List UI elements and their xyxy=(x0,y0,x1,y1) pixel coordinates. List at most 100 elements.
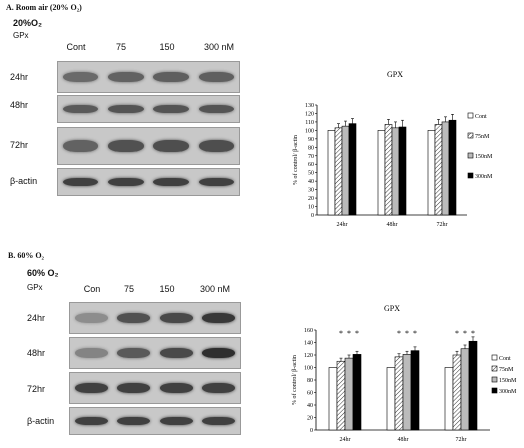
y-tick-label: 120 xyxy=(305,111,314,117)
significance-marker: * xyxy=(471,329,475,338)
blot-band xyxy=(108,177,144,187)
blot-band xyxy=(108,140,144,152)
blot-band xyxy=(117,383,151,393)
blot-band xyxy=(198,72,234,82)
blot-band xyxy=(74,313,108,323)
bar xyxy=(444,367,454,431)
blot-band xyxy=(74,348,108,358)
bar xyxy=(448,119,457,216)
lane-label: 75 xyxy=(115,42,126,52)
x-tick-label: 72hr xyxy=(437,222,448,228)
blot-strip xyxy=(57,95,240,123)
panel-b-condition: 60% O₂ xyxy=(27,268,59,278)
blot-band xyxy=(153,140,189,152)
legend-swatch xyxy=(467,112,474,119)
y-tick-label: 60 xyxy=(308,162,314,168)
legend-label: 150nM xyxy=(499,378,517,384)
legend-label: 75nM xyxy=(475,134,490,140)
blot-strip xyxy=(57,168,240,196)
bar xyxy=(334,127,343,216)
bar xyxy=(336,360,346,431)
blot-band xyxy=(159,416,193,426)
x-tick-label: 24hr xyxy=(337,222,348,228)
lane-label: 150 xyxy=(159,284,175,294)
blot-row-label: 48hr xyxy=(10,100,29,110)
x-tick-label: 48hr xyxy=(387,222,398,228)
blot-row-label: 48hr xyxy=(27,348,46,358)
y-tick-label: 130 xyxy=(305,103,314,109)
blot-row-label: 72hr xyxy=(27,384,46,394)
legend-swatch xyxy=(467,152,474,159)
y-tick-label: 90 xyxy=(308,137,314,143)
significance-marker: * xyxy=(405,329,409,338)
blot-band xyxy=(62,104,99,114)
panel-a-title: A. Room air (20% O₂) xyxy=(6,3,82,12)
y-tick-label: 140 xyxy=(304,341,313,347)
legend-label: 75nM xyxy=(499,367,514,373)
bar xyxy=(377,130,386,216)
blot-band xyxy=(62,177,99,187)
bar xyxy=(398,126,407,216)
blot-band xyxy=(74,383,108,393)
significance-marker: * xyxy=(413,329,417,338)
bar xyxy=(391,127,400,216)
bar xyxy=(427,130,436,216)
bar xyxy=(384,124,393,216)
lane-label: Cont xyxy=(66,42,86,52)
blot-row-label: β-actin xyxy=(10,176,38,186)
panel-b-title: B. 60% O₂ xyxy=(8,251,44,260)
bar xyxy=(327,130,336,216)
blot-row-label: β-actin xyxy=(27,416,55,426)
y-tick-label: 40 xyxy=(308,179,314,185)
bar xyxy=(434,124,443,216)
panel-b-gpx-label: GPx xyxy=(27,283,43,292)
chart-b: GPX % of control/ β-actin 0 20 40 60 80 100 120 1… xyxy=(291,304,517,443)
significance-marker: * xyxy=(455,329,459,338)
bar xyxy=(344,357,354,431)
y-tick-label: 60 xyxy=(307,391,313,397)
significance-marker: * xyxy=(397,329,401,338)
bar xyxy=(441,121,450,216)
legend-label: 300nM xyxy=(475,174,493,180)
legend-label: Cont xyxy=(475,114,487,120)
legend-label: 300nM xyxy=(499,389,517,395)
blot-row-label: 24hr xyxy=(27,313,46,323)
y-tick-label: 40 xyxy=(307,403,313,409)
lane-label: Con xyxy=(83,284,101,294)
y-tick-label: 20 xyxy=(308,196,314,202)
legend-swatch xyxy=(491,387,498,394)
blot-band xyxy=(108,104,144,114)
blot-band xyxy=(198,140,234,152)
lane-label: 75 xyxy=(123,284,134,294)
bar xyxy=(352,354,362,431)
blot-row-label: 24hr xyxy=(10,72,29,82)
legend-label: Cont xyxy=(499,356,511,362)
y-tick-label: 0 xyxy=(311,213,314,219)
y-tick-label: 20 xyxy=(307,416,313,422)
blot-band xyxy=(159,383,193,393)
legend-swatch xyxy=(467,132,474,139)
y-tick-label: 110 xyxy=(305,120,314,126)
y-tick-label: 100 xyxy=(305,128,314,134)
blot-band xyxy=(202,416,236,426)
chart-a: GPX % of control/ β-actin 0 10 20 30 40 50 60 70 8… xyxy=(292,70,493,228)
blot-strip xyxy=(69,372,241,404)
y-tick-label: 50 xyxy=(308,171,314,177)
bar xyxy=(468,340,478,431)
blot-strip xyxy=(69,302,241,334)
legend-swatch xyxy=(491,365,498,372)
blot-band xyxy=(153,177,189,187)
bar xyxy=(348,123,357,216)
y-tick-label: 70 xyxy=(308,154,314,160)
lane-label: 150 xyxy=(159,42,175,52)
y-axis-label: % of control/ β-actin xyxy=(291,355,298,405)
y-tick-label: 80 xyxy=(307,378,313,384)
bar xyxy=(341,125,350,216)
bar xyxy=(328,367,338,431)
blot-strip xyxy=(57,61,240,93)
blot-band xyxy=(62,140,99,152)
blot-strip xyxy=(69,407,241,435)
panel-a-gpx-label: GPx xyxy=(13,31,29,40)
y-tick-label: 30 xyxy=(308,188,314,194)
blot-band xyxy=(117,313,151,323)
